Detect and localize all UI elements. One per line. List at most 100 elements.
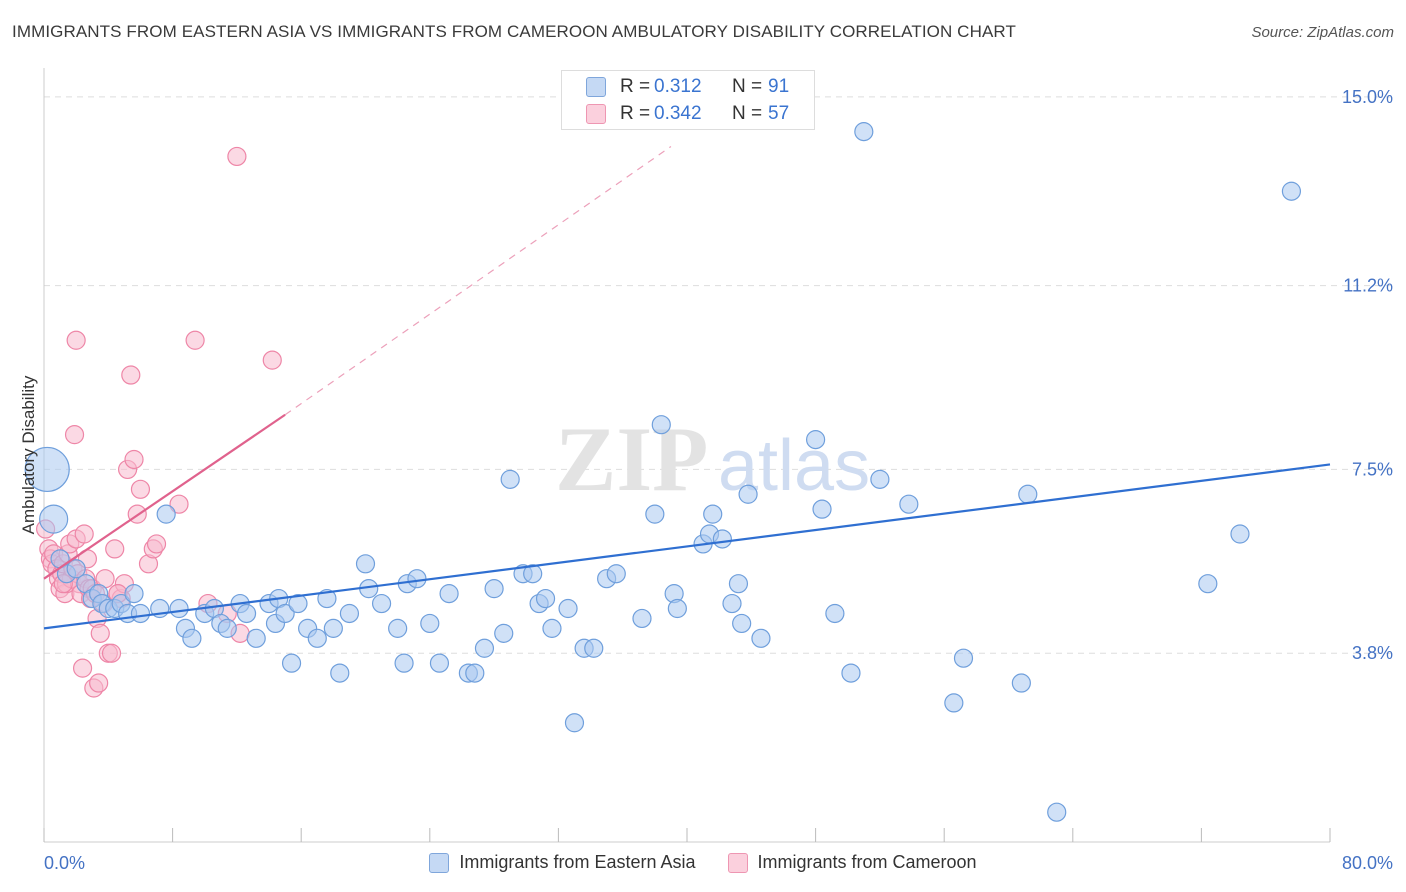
data-point [24,446,70,493]
data-point [722,593,742,614]
data-point [72,658,93,678]
eastern-asia-points [24,122,1302,822]
tick-labels: 3.8% 7.5% 11.2% 15.0% 0.0% 80.0% [44,87,1393,873]
data-point [1198,574,1218,594]
data-point [523,564,543,584]
data-point [667,598,687,619]
n-label: N = [732,76,763,97]
data-point [899,494,919,514]
data-point [953,648,974,668]
data-point [169,598,189,619]
series-legend: Immigrants from Eastern Asia Immigrants … [0,852,1406,873]
data-point [584,638,604,658]
data-point [1281,181,1302,201]
watermark: ZIP atlas [555,408,870,510]
data-point [494,623,514,643]
data-point [90,623,110,643]
data-point [732,613,752,634]
data-point [130,479,151,499]
data-point [371,593,392,614]
correlation-legend: R = 0.312 N = 91 R = 0.342 N = 57 [561,70,815,130]
source-label: Source: ZipAtlas.com [1251,24,1394,41]
data-point [66,559,86,579]
data-point [738,484,758,504]
data-point [812,499,832,519]
data-point [394,653,414,673]
data-point [156,504,176,524]
data-point [330,663,350,683]
data-point [854,122,874,142]
r-label: R = [620,76,651,97]
blue-swatch [586,77,606,97]
data-point [1047,802,1067,822]
data-point [420,613,440,634]
y-tick-label: 15.0% [1342,87,1393,107]
data-point [355,554,376,574]
data-point [542,618,562,638]
data-point [323,618,343,638]
r-label: R = [620,103,651,124]
data-point [484,579,504,599]
y-axis-label: Ambulatory Disability [19,375,38,534]
data-point [262,350,282,370]
data-point [558,598,578,619]
data-point [429,653,450,673]
data-point [703,504,723,524]
y-tick-label: 3.8% [1352,643,1393,663]
data-point [751,628,771,648]
data-point [1018,484,1038,504]
data-point [275,603,295,624]
legend-row-eastern-asia: R = 0.312 N = 91 [586,74,789,100]
data-point [805,430,826,450]
data-point [439,584,459,604]
data-point [407,569,427,589]
data-point [227,146,247,167]
data-point [130,603,151,624]
data-point [465,663,485,683]
chart-title: IMMIGRANTS FROM EASTERN ASIA VS IMMIGRAN… [12,22,1016,41]
data-point [645,504,665,524]
data-point [535,588,556,609]
data-point [39,504,69,534]
data-point [651,415,671,435]
data-point [217,618,237,638]
data-point [632,608,652,629]
data-point [728,574,749,594]
data-point [1230,524,1250,544]
n-value: 57 [768,103,790,124]
r-value: 0.342 [654,103,702,124]
trend-line-eastern-asia [43,463,1331,630]
x-tick-label: 0.0% [44,853,85,873]
data-point [712,529,732,549]
legend-item-cameroon: Immigrants from Cameroon [727,852,977,873]
data-point [288,593,308,614]
legend-row-cameroon: R = 0.342 N = 57 [586,101,789,127]
data-point [307,628,327,648]
data-point [74,524,94,544]
data-point [606,564,626,584]
pink-swatch [727,852,748,873]
y-tick-label: 7.5% [1352,459,1393,479]
pink-swatch [586,104,606,124]
data-point [317,588,337,609]
data-point [246,628,266,648]
data-point [146,534,167,554]
data-point [66,330,86,350]
y-tick-label: 11.2% [1343,276,1393,296]
data-point [870,469,890,489]
data-point [236,603,257,624]
n-label: N = [732,103,763,124]
legend-item-eastern-asia: Immigrants from Eastern Asia [429,852,696,873]
legend-label: Immigrants from Eastern Asia [459,852,696,872]
grid-lines [44,96,1394,654]
trend-lines [43,146,1331,630]
data-point [121,365,141,385]
data-point [474,638,495,658]
data-point [124,584,144,604]
data-point [841,663,861,683]
data-point [1011,673,1031,693]
data-point [564,713,585,733]
data-point [124,449,144,470]
data-point [825,603,845,624]
watermark-zip: ZIP [555,408,708,510]
